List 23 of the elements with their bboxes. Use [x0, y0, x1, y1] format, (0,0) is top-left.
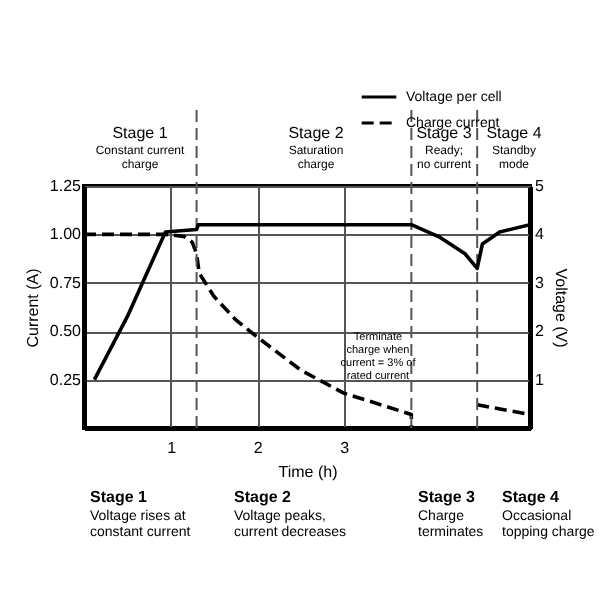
x-tick-label: 1 [167, 439, 178, 457]
x-axis-title: Time (h) [278, 463, 339, 481]
y2-tick-label: 3 [535, 273, 545, 292]
text: Stage 1 [90, 488, 149, 506]
x-tick-label: 3 [340, 439, 351, 457]
y2-tick-label: 5 [535, 177, 545, 195]
text: Stage 4 [502, 488, 561, 506]
y2-tick-label: 4 [535, 225, 545, 244]
y2-tick-label: 1 [535, 370, 545, 389]
text: Stage 1 [112, 124, 169, 142]
y-axis-title: Current (A) [23, 267, 42, 348]
text: Stage 2 [288, 124, 345, 142]
x-tick-label: 2 [253, 439, 264, 457]
y2-tick-label: 2 [535, 322, 545, 341]
text: Stage 4 [486, 124, 543, 142]
y-tick-label: 0.75 [49, 273, 83, 292]
y-tick-label: 1.00 [49, 225, 83, 244]
text: Stage 3 [418, 488, 477, 506]
y-tick-label: 0.25 [49, 370, 83, 389]
y-tick-label: 0.50 [49, 322, 83, 341]
text: Stage 2 [234, 488, 293, 506]
y2-axis-title: Voltage (V) [551, 268, 570, 349]
y-tick-label: 1.25 [49, 177, 83, 195]
